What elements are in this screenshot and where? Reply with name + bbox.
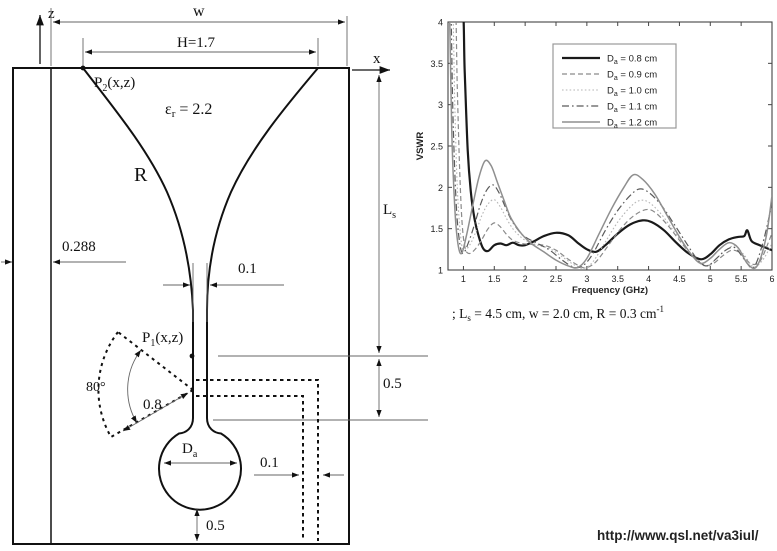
y-axis-title: VSWR <box>415 132 426 161</box>
point-p2-dot <box>80 65 86 71</box>
angle-arc <box>127 349 142 424</box>
legend-entry-label: Da = 0.9 cm <box>607 70 657 83</box>
point-p1-dot <box>189 353 195 359</box>
x-tick-label: 4 <box>646 274 651 284</box>
y-tick-label: 4 <box>438 18 443 28</box>
vswr-chart: 1 1.5 2 2.5 3 3.5 4 4.5 5 5.5 6 1 1.5 2 2.5 3 3.5 4 Da = … <box>415 18 775 297</box>
series-layer <box>449 22 772 270</box>
point-p2-label: P2(x,z) <box>94 75 135 94</box>
y-tick-label: 2 <box>438 183 443 193</box>
x-tick-label: 4.5 <box>673 274 686 284</box>
x-tick-label: 2.5 <box>550 274 563 284</box>
w-dim-label: w <box>193 3 205 20</box>
x-axis-label: x <box>373 51 381 67</box>
chart-caption: ; Ls = 4.5 cm, w = 2.0 cm, R = 0.3 cm-1 <box>452 304 664 323</box>
y-tick-label: 3.5 <box>430 59 443 69</box>
legend: Da = 0.8 cm Da = 0.9 cm Da = 1.0 cm Da = 1.… <box>562 54 657 131</box>
x-tick-label: 3 <box>584 274 589 284</box>
h-dim-label: H=1.7 <box>177 35 216 51</box>
antenna-schematic: z x w H=1.7 P2(x,z) εr = 2.2 R 0.288 0.1 <box>1 3 428 545</box>
legend-entry-label: Da = 1.1 cm <box>607 102 657 115</box>
legend-box <box>552 43 677 129</box>
tapered-slot-outline <box>82 67 319 511</box>
y-tick-label: 1.5 <box>430 224 443 234</box>
ls-dim-label: Ls <box>383 202 396 221</box>
legend-entry-label: Da = 1.2 cm <box>607 118 657 131</box>
x-tick-label: 3.5 <box>611 274 624 284</box>
feed-width-label: 0.1 <box>260 455 279 471</box>
x-tick-label: 2 <box>523 274 528 284</box>
y-tick-label: 3 <box>438 100 443 110</box>
offset-dim-label: 0.288 <box>62 239 96 255</box>
radial-stub-fan <box>97 331 194 438</box>
stub-radius-label: 0.8 <box>143 397 162 413</box>
gap-right-dim-label: 0.5 <box>383 376 402 392</box>
series-line-da-1.2-cm <box>449 22 772 270</box>
x-tick-label: 1.5 <box>488 274 501 284</box>
x-tick-label: 6 <box>769 274 774 284</box>
microstrip-feed-hidden <box>196 379 319 541</box>
curve-r-label: R <box>134 164 148 186</box>
series-line-da-0.8-cm <box>462 22 772 261</box>
x-tick-label: 5.5 <box>735 274 748 284</box>
permittivity-label: εr = 2.2 <box>165 101 212 120</box>
x-axis-title: Frequency (GHz) <box>572 285 648 296</box>
series-line-da-1.0-cm <box>452 22 772 269</box>
y-tick-label: 2.5 <box>430 142 443 152</box>
legend-entry-label: Da = 0.8 cm <box>607 54 657 67</box>
legend-entry-label: Da = 1.0 cm <box>607 86 657 99</box>
tick-layer: 1 1.5 2 2.5 3 3.5 4 4.5 5 5.5 6 1 1.5 2 2.5 3 3.5 4 <box>430 18 774 285</box>
x-tick-label: 1 <box>461 274 466 284</box>
bottom-gap-label: 0.5 <box>206 518 225 534</box>
source-url: http://www.qsl.net/va3iul/ <box>597 528 759 543</box>
series-line-da-0.9-cm <box>455 22 772 269</box>
point-p1-label: P1(x,z) <box>142 330 183 349</box>
slot-dim-label: 0.1 <box>238 261 257 277</box>
angle-label: 80° <box>86 380 106 395</box>
da-dim-label: Da <box>182 441 198 460</box>
substrate-outline <box>12 67 350 545</box>
x-tick-label: 5 <box>708 274 713 284</box>
stub-radius-dim-line <box>122 392 189 432</box>
y-tick-label: 1 <box>438 266 443 276</box>
series-line-da-1.1-cm <box>450 22 772 269</box>
z-axis-label: z <box>48 6 55 22</box>
